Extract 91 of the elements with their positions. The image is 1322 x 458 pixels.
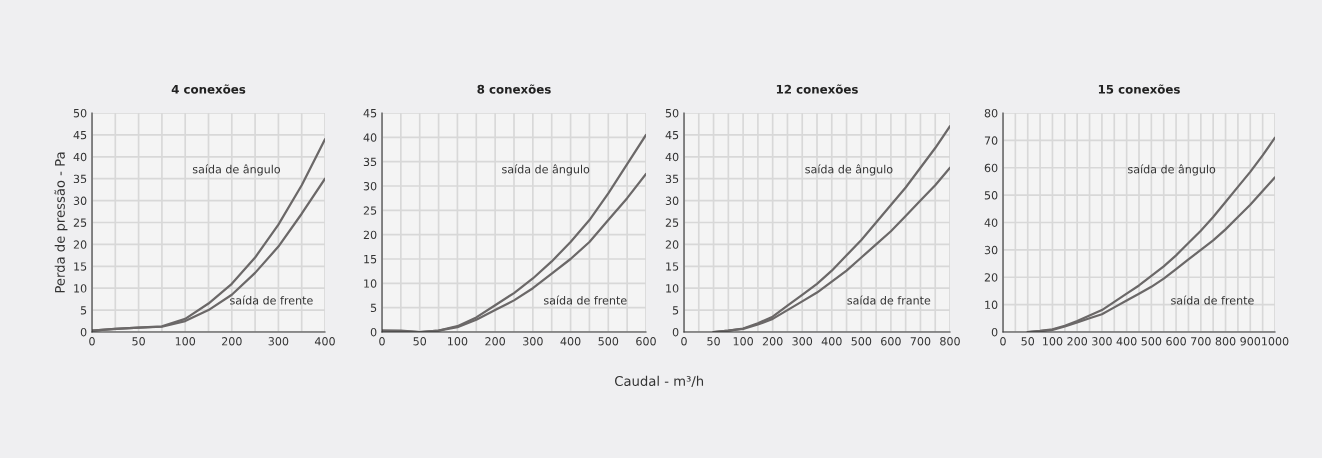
y-tick-label: 20 — [984, 273, 998, 282]
y-tick-label: 10 — [666, 284, 679, 293]
y-tick-label: 5 — [80, 306, 87, 315]
chart-title: 8 conexões — [477, 84, 551, 94]
annotation: saída de ângulo — [192, 164, 281, 176]
y-tick-label: 45 — [73, 131, 87, 140]
y-tick-label: 70 — [984, 136, 998, 145]
annotation: saída de ângulo — [805, 164, 893, 176]
y-tick-label: 40 — [363, 133, 377, 142]
y-tick-label: 30 — [984, 245, 998, 255]
x-axis-title: Caudal - m³/h — [615, 375, 704, 388]
y-tick-label: 0 — [80, 327, 87, 337]
y-tick-label: 35 — [73, 174, 87, 184]
x-tick-label: 0 — [379, 337, 385, 346]
x-tick-label: 500 — [851, 337, 872, 346]
x-tick-label: 600 — [881, 337, 901, 346]
y-tick-label: 35 — [665, 174, 679, 184]
x-tick-label: 400 — [1116, 337, 1137, 346]
y-tick-label: 20 — [363, 230, 377, 240]
y-axis-title: Perda de pressão - Pa — [54, 152, 68, 293]
x-tick-label: 50 — [1021, 337, 1035, 346]
x-tick-label: 500 — [598, 337, 619, 346]
x-tick-label: 100 — [448, 337, 468, 346]
y-tick-label: 10 — [364, 279, 377, 288]
y-tick-label: 15 — [364, 255, 377, 264]
y-tick-label: 25 — [363, 206, 377, 215]
y-tick-label: 30 — [665, 196, 679, 205]
y-tick-label: 0 — [991, 327, 998, 337]
y-tick-label: 15 — [666, 262, 679, 271]
x-tick-label: 200 — [485, 337, 506, 346]
chart-title: 4 conexões — [171, 84, 246, 94]
x-tick-label: 0 — [681, 337, 687, 346]
y-tick-label: 10 — [985, 300, 998, 309]
y-tick-label: 5 — [370, 303, 377, 313]
x-tick-label: 300 — [792, 337, 813, 346]
chart-title: 12 conexões — [776, 84, 858, 94]
x-tick-label: 50 — [413, 337, 427, 346]
x-tick-label: 700 — [910, 337, 931, 346]
y-tick-label: 40 — [984, 218, 998, 227]
y-tick-label: 10 — [74, 284, 87, 293]
x-tick-label: 400 — [314, 337, 335, 346]
x-tick-label: 500 — [1141, 337, 1162, 346]
x-tick-label: 900 — [1240, 337, 1261, 346]
y-tick-label: 60 — [984, 163, 998, 173]
x-tick-label: 50 — [707, 337, 720, 346]
y-tick-label: 5 — [672, 306, 679, 315]
y-tick-label: 25 — [665, 218, 679, 227]
y-tick-label: 45 — [363, 109, 377, 118]
x-tick-label: 600 — [636, 337, 656, 346]
x-tick-label: 700 — [1191, 337, 1211, 346]
x-tick-label: 0 — [89, 337, 95, 346]
y-tick-label: 80 — [984, 108, 998, 118]
x-tick-label: 100 — [733, 337, 753, 346]
x-tick-label: 0 — [1000, 337, 1006, 346]
x-tick-label: 800 — [940, 337, 960, 346]
y-tick-label: 40 — [73, 152, 87, 162]
y-tick-label: 0 — [672, 327, 679, 337]
y-tick-label: 50 — [984, 191, 998, 200]
x-tick-label: 50 — [132, 337, 145, 346]
annotation: saída de frente — [1171, 295, 1254, 305]
y-tick-label: 50 — [73, 108, 87, 118]
annotation: saída de frente — [543, 295, 627, 305]
x-tick-label: 1000 — [1262, 337, 1289, 346]
y-tick-label: 25 — [73, 218, 87, 227]
y-tick-label: 40 — [665, 152, 679, 162]
y-tick-label: 0 — [370, 327, 377, 337]
y-tick-label: 35 — [363, 157, 377, 167]
x-tick-label: 400 — [560, 337, 581, 346]
annotation: saída de ângulo — [502, 164, 590, 176]
chart-title: 15 conexões — [1098, 84, 1180, 94]
y-tick-label: 45 — [665, 131, 679, 140]
x-tick-label: 600 — [1166, 337, 1186, 346]
x-tick-label: 200 — [1067, 337, 1088, 346]
x-tick-label: 100 — [1043, 337, 1063, 346]
x-tick-label: 200 — [762, 337, 783, 346]
x-tick-label: 400 — [821, 337, 842, 346]
x-tick-label: 300 — [1092, 337, 1112, 346]
annotation: saída de frante — [847, 295, 931, 305]
y-tick-label: 15 — [74, 262, 87, 271]
x-tick-label: 300 — [268, 337, 289, 346]
y-tick-label: 20 — [73, 240, 87, 249]
x-tick-label: 200 — [222, 337, 242, 346]
y-tick-label: 50 — [665, 108, 679, 118]
y-tick-label: 20 — [665, 240, 679, 249]
annotation: saída de frente — [230, 295, 313, 305]
x-tick-label: 100 — [175, 337, 196, 346]
annotation: saída de ângulo — [1128, 164, 1216, 176]
x-tick-label: 300 — [523, 337, 543, 346]
y-tick-label: 30 — [363, 181, 377, 191]
x-tick-label: 800 — [1215, 337, 1236, 346]
y-tick-label: 30 — [73, 196, 87, 205]
